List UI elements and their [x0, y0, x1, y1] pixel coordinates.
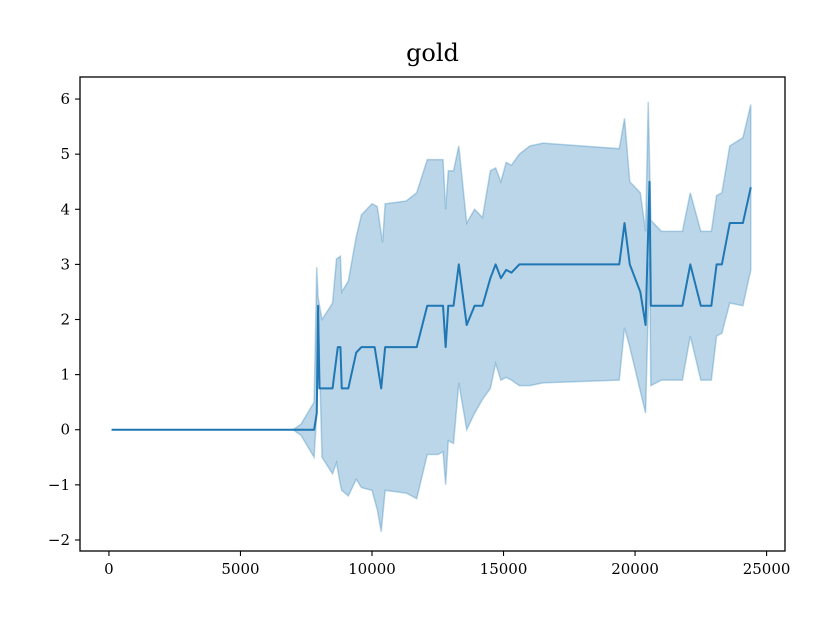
y-tick-label: 4 [60, 200, 70, 218]
y-tick-label: 0 [60, 421, 70, 439]
x-tick-label: 10000 [348, 560, 396, 578]
y-tick-label: −2 [48, 531, 70, 549]
plot-area [111, 101, 752, 532]
x-tick-label: 0 [104, 560, 114, 578]
x-tick-label: 15000 [480, 560, 528, 578]
axes-frame [79, 76, 786, 552]
mean-line-0 [111, 180, 752, 431]
axes: 0 5000 10000 15000 20000 25000 −2 −1 0 1 2 3 4 5 6 [48, 76, 791, 578]
y-tick-label: 5 [60, 145, 70, 163]
y-tick-label: 3 [60, 255, 70, 273]
x-tick-label: 5000 [221, 560, 259, 578]
x-tick-label: 25000 [743, 560, 791, 578]
y-tick-label: 2 [60, 311, 70, 329]
y-tick-label: −1 [48, 476, 70, 494]
x-tick-label: 20000 [611, 560, 659, 578]
y-tick-label: 6 [60, 90, 70, 108]
y-tick-label: 1 [60, 366, 70, 384]
confidence-band-0 [111, 101, 752, 532]
chart-title: gold [406, 39, 459, 67]
